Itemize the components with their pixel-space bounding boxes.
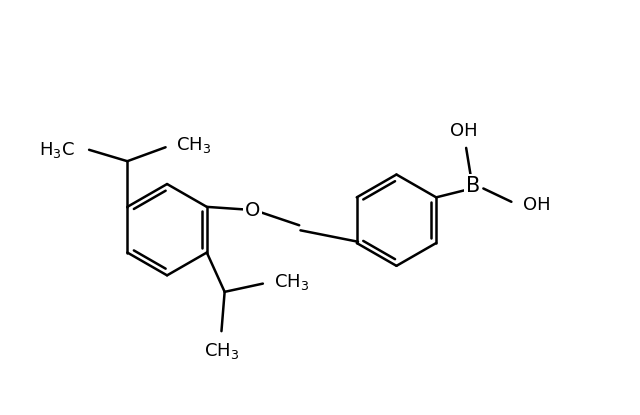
Text: OH: OH: [523, 196, 550, 214]
Text: OH: OH: [450, 122, 477, 139]
Text: B: B: [466, 176, 480, 196]
Text: $\mathregular{CH_3}$: $\mathregular{CH_3}$: [177, 135, 212, 155]
Text: $\mathregular{CH_3}$: $\mathregular{CH_3}$: [274, 272, 309, 292]
Text: $\mathregular{H_3C}$: $\mathregular{H_3C}$: [38, 140, 74, 160]
Text: $\mathregular{CH_3}$: $\mathregular{CH_3}$: [204, 341, 239, 361]
Text: O: O: [245, 200, 260, 220]
